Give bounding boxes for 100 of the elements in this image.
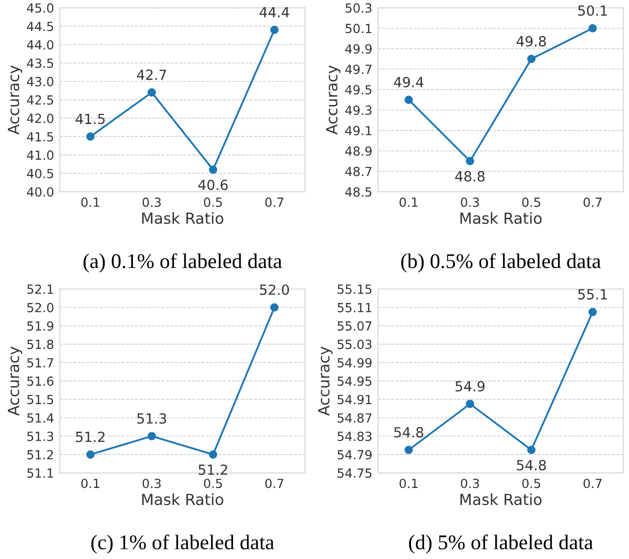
y-tick-label: 44.5 xyxy=(26,22,54,32)
y-tick-label: 55.11 xyxy=(338,303,372,312)
y-tick-label: 40.5 xyxy=(26,168,54,178)
y-tick-label: 55.07 xyxy=(338,321,372,331)
x-tick-label: 0.3 xyxy=(142,478,161,488)
point xyxy=(270,303,279,312)
y-tick-label: 48.9 xyxy=(345,146,372,156)
y-tick-label: 49.7 xyxy=(345,64,372,74)
x-axis-title: Mask Ratio xyxy=(142,493,224,506)
data-label: 54.9 xyxy=(456,381,485,392)
y-tick-label: 49.1 xyxy=(345,126,372,136)
x-tick-label: 0.7 xyxy=(584,198,602,207)
point xyxy=(466,156,474,166)
x-axis-title: Mask Ratio xyxy=(142,212,224,224)
y-tick-label: 51.7 xyxy=(27,358,54,368)
y-tick-label: 51.5 xyxy=(27,394,54,404)
y-tick-label: 54.99 xyxy=(338,358,372,368)
x-tick-label: 0.5 xyxy=(522,198,540,207)
x-axis-title: Mask Ratio xyxy=(460,212,542,224)
y-tick-label: 51.8 xyxy=(27,340,54,350)
text: (c) 1% of labeled data xyxy=(91,534,274,554)
y-tick-label: 49.9 xyxy=(345,44,372,54)
y-tick-label: 52.1 xyxy=(27,284,54,294)
point xyxy=(466,400,474,408)
y-tick-label: 51.3 xyxy=(27,432,54,442)
y-axis-title: Accuracy xyxy=(8,346,22,416)
y-tick-label: 48.7 xyxy=(345,166,372,176)
point xyxy=(270,26,279,34)
y-tick-label: 51.4 xyxy=(27,413,54,423)
point xyxy=(588,24,597,32)
y-tick-label: 50.1 xyxy=(346,24,372,34)
y-tick-label: 54.87 xyxy=(338,413,372,423)
point xyxy=(208,166,218,174)
data-label: 44.4 xyxy=(260,7,290,18)
data-label: 40.6 xyxy=(198,180,228,190)
y-tick-label: 48.5 xyxy=(345,187,372,197)
data-label: 49.8 xyxy=(516,36,546,46)
y-tick-label: 41.0 xyxy=(26,150,54,160)
x-axis-title: Mask Ratio xyxy=(460,493,542,506)
y-tick-label: 44.0 xyxy=(26,40,54,50)
y-tick-label: 54.79 xyxy=(338,450,372,460)
point xyxy=(404,446,413,454)
y-tick-label: 50.3 xyxy=(346,3,372,13)
data-label: 55.1 xyxy=(578,289,607,300)
y-tick-label: 54.91 xyxy=(338,394,372,404)
data-label: 52.0 xyxy=(260,284,289,295)
x-tick-label: 0.1 xyxy=(400,198,418,207)
y-axis-title: Accuracy xyxy=(326,65,340,135)
point xyxy=(86,450,95,459)
y-tick-label: 54.83 xyxy=(338,432,372,442)
y-tick-label: 55.03 xyxy=(338,340,372,350)
point xyxy=(588,308,597,316)
y-tick-label: 54.95 xyxy=(338,376,372,386)
data-label: 54.8 xyxy=(394,427,424,438)
data-label: 41.5 xyxy=(76,114,105,124)
y-tick-label: 42.0 xyxy=(26,114,54,124)
x-tick-label: 0.7 xyxy=(265,198,284,207)
point xyxy=(404,96,413,104)
point xyxy=(148,88,156,97)
y-axis-title: Accuracy xyxy=(318,346,333,416)
y-tick-label: 51.2 xyxy=(27,450,53,460)
y-tick-label: 51.9 xyxy=(27,321,54,331)
x-tick-label: 0.3 xyxy=(460,198,479,207)
y-tick-label: 52.0 xyxy=(27,302,54,312)
y-tick-label: 40.0 xyxy=(26,187,54,197)
x-tick-label: 0.7 xyxy=(584,478,602,488)
text: (d) 5% of labeled data xyxy=(409,534,593,554)
data-label: 49.4 xyxy=(394,76,424,88)
y-tick-label: 43.0 xyxy=(26,76,54,86)
data-label: 51.3 xyxy=(137,413,166,424)
y-tick-label: 54.75 xyxy=(338,468,372,478)
data-label: 50.1 xyxy=(578,5,607,16)
x-tick-label: 0.5 xyxy=(522,478,540,488)
y-axis-title: Accuracy xyxy=(8,65,22,135)
data-label: 42.7 xyxy=(136,70,166,80)
data-label: 51.2 xyxy=(198,464,228,475)
x-tick-label: 0.3 xyxy=(460,478,479,488)
y-tick-label: 45.0 xyxy=(26,3,54,13)
y-tick-label: 55.15 xyxy=(338,284,372,294)
x-tick-label: 0.1 xyxy=(81,198,100,207)
x-tick-label: 0.3 xyxy=(142,198,161,207)
data-label: 54.8 xyxy=(516,460,546,470)
point xyxy=(527,54,536,64)
point xyxy=(208,450,218,459)
y-tick-label: 42.5 xyxy=(26,95,54,105)
data-label: 48.8 xyxy=(455,171,485,182)
point xyxy=(86,132,95,141)
text: (a) 0.1% of labeled data xyxy=(84,253,282,272)
y-tick-label: 51.6 xyxy=(27,376,54,386)
y-tick-label: 51.1 xyxy=(27,468,54,478)
y-tick-label: 43.5 xyxy=(26,58,54,68)
x-tick-label: 0.5 xyxy=(204,478,222,488)
y-tick-label: 49.3 xyxy=(345,105,372,115)
x-tick-label: 0.1 xyxy=(81,478,100,488)
point xyxy=(148,432,156,440)
y-tick-label: 49.5 xyxy=(345,85,372,94)
x-tick-label: 0.5 xyxy=(204,198,222,207)
point xyxy=(527,446,536,454)
text: (b) 0.5% of labeled data xyxy=(401,253,601,272)
x-tick-label: 0.7 xyxy=(265,478,284,488)
